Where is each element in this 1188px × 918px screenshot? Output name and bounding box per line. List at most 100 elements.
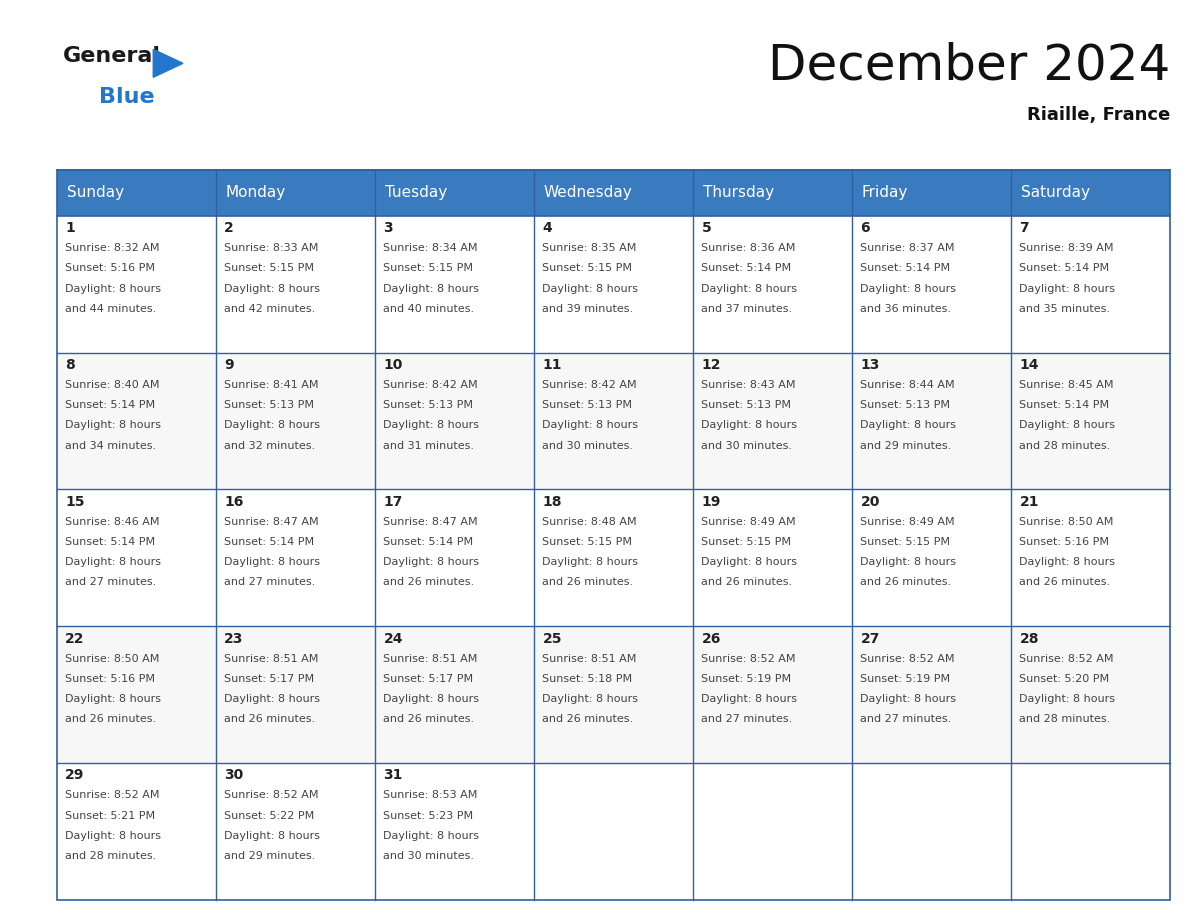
Text: and 37 minutes.: and 37 minutes. — [701, 304, 792, 314]
Text: Sunrise: 8:32 AM: Sunrise: 8:32 AM — [65, 243, 160, 253]
Text: Daylight: 8 hours: Daylight: 8 hours — [65, 831, 162, 841]
Text: 29: 29 — [65, 768, 84, 782]
Text: Sunset: 5:16 PM: Sunset: 5:16 PM — [65, 263, 156, 274]
Text: Sunrise: 8:46 AM: Sunrise: 8:46 AM — [65, 517, 160, 527]
Bar — [57, 763, 1170, 900]
Text: Daylight: 8 hours: Daylight: 8 hours — [543, 420, 638, 431]
Text: Sunset: 5:13 PM: Sunset: 5:13 PM — [225, 400, 315, 410]
Polygon shape — [153, 50, 183, 77]
Bar — [852, 170, 1011, 216]
Text: Sunset: 5:23 PM: Sunset: 5:23 PM — [384, 811, 474, 821]
Bar — [1011, 170, 1170, 216]
Text: Sunrise: 8:52 AM: Sunrise: 8:52 AM — [860, 654, 955, 664]
Text: Sunrise: 8:37 AM: Sunrise: 8:37 AM — [860, 243, 955, 253]
Text: Sunrise: 8:48 AM: Sunrise: 8:48 AM — [543, 517, 637, 527]
Text: Sunrise: 8:33 AM: Sunrise: 8:33 AM — [225, 243, 318, 253]
Text: and 27 minutes.: and 27 minutes. — [860, 714, 952, 724]
Text: and 44 minutes.: and 44 minutes. — [65, 304, 157, 314]
Text: 31: 31 — [384, 768, 403, 782]
Text: Saturday: Saturday — [1020, 185, 1089, 200]
Text: Daylight: 8 hours: Daylight: 8 hours — [65, 284, 162, 294]
Text: 15: 15 — [65, 495, 84, 509]
Text: 8: 8 — [65, 358, 75, 372]
Text: Daylight: 8 hours: Daylight: 8 hours — [225, 694, 321, 704]
Text: Daylight: 8 hours: Daylight: 8 hours — [701, 284, 797, 294]
Text: Sunrise: 8:52 AM: Sunrise: 8:52 AM — [1019, 654, 1114, 664]
Text: 11: 11 — [543, 358, 562, 372]
Bar — [535, 170, 693, 216]
Text: Sunrise: 8:50 AM: Sunrise: 8:50 AM — [1019, 517, 1114, 527]
Text: Sunset: 5:13 PM: Sunset: 5:13 PM — [701, 400, 791, 410]
Text: Sunset: 5:13 PM: Sunset: 5:13 PM — [543, 400, 632, 410]
Text: Sunset: 5:15 PM: Sunset: 5:15 PM — [860, 537, 950, 547]
Text: Daylight: 8 hours: Daylight: 8 hours — [225, 831, 321, 841]
Bar — [57, 170, 216, 216]
Text: Daylight: 8 hours: Daylight: 8 hours — [1019, 284, 1116, 294]
Text: and 27 minutes.: and 27 minutes. — [701, 714, 792, 724]
Text: Sunset: 5:19 PM: Sunset: 5:19 PM — [701, 674, 791, 684]
Bar — [57, 626, 1170, 763]
Text: Riaille, France: Riaille, France — [1026, 106, 1170, 124]
Bar — [57, 170, 1170, 900]
Text: Daylight: 8 hours: Daylight: 8 hours — [65, 694, 162, 704]
Text: Sunset: 5:14 PM: Sunset: 5:14 PM — [225, 537, 315, 547]
Text: and 40 minutes.: and 40 minutes. — [384, 304, 474, 314]
Text: 28: 28 — [1019, 632, 1040, 645]
Text: 7: 7 — [1019, 221, 1029, 235]
Text: Sunrise: 8:49 AM: Sunrise: 8:49 AM — [701, 517, 796, 527]
Text: Sunset: 5:15 PM: Sunset: 5:15 PM — [543, 263, 632, 274]
Text: 30: 30 — [225, 768, 244, 782]
Text: Sunset: 5:22 PM: Sunset: 5:22 PM — [225, 811, 315, 821]
Text: 22: 22 — [65, 632, 84, 645]
Text: Sunrise: 8:47 AM: Sunrise: 8:47 AM — [225, 517, 320, 527]
Text: Sunset: 5:14 PM: Sunset: 5:14 PM — [1019, 400, 1110, 410]
Text: Sunset: 5:14 PM: Sunset: 5:14 PM — [860, 263, 950, 274]
Text: 1: 1 — [65, 221, 75, 235]
Text: Sunset: 5:14 PM: Sunset: 5:14 PM — [65, 537, 156, 547]
Text: 4: 4 — [543, 221, 552, 235]
Text: Sunrise: 8:44 AM: Sunrise: 8:44 AM — [860, 380, 955, 390]
Bar — [375, 170, 535, 216]
Text: and 30 minutes.: and 30 minutes. — [543, 441, 633, 451]
Text: 5: 5 — [701, 221, 712, 235]
Text: Sunset: 5:14 PM: Sunset: 5:14 PM — [701, 263, 791, 274]
Text: Daylight: 8 hours: Daylight: 8 hours — [1019, 557, 1116, 567]
Text: and 39 minutes.: and 39 minutes. — [543, 304, 633, 314]
Text: Sunset: 5:15 PM: Sunset: 5:15 PM — [701, 537, 791, 547]
Text: and 26 minutes.: and 26 minutes. — [860, 577, 952, 588]
Text: Sunset: 5:18 PM: Sunset: 5:18 PM — [543, 674, 632, 684]
Text: Daylight: 8 hours: Daylight: 8 hours — [225, 420, 321, 431]
Text: Sunset: 5:14 PM: Sunset: 5:14 PM — [1019, 263, 1110, 274]
Text: Daylight: 8 hours: Daylight: 8 hours — [65, 420, 162, 431]
Text: Sunrise: 8:34 AM: Sunrise: 8:34 AM — [384, 243, 478, 253]
Text: Sunset: 5:13 PM: Sunset: 5:13 PM — [384, 400, 473, 410]
Text: and 27 minutes.: and 27 minutes. — [225, 577, 316, 588]
Text: Daylight: 8 hours: Daylight: 8 hours — [384, 694, 480, 704]
Text: and 26 minutes.: and 26 minutes. — [65, 714, 157, 724]
Text: Daylight: 8 hours: Daylight: 8 hours — [384, 284, 480, 294]
Text: Daylight: 8 hours: Daylight: 8 hours — [543, 557, 638, 567]
Text: Sunset: 5:15 PM: Sunset: 5:15 PM — [384, 263, 473, 274]
Text: Sunrise: 8:41 AM: Sunrise: 8:41 AM — [225, 380, 318, 390]
Text: 13: 13 — [860, 358, 880, 372]
Text: Daylight: 8 hours: Daylight: 8 hours — [225, 284, 321, 294]
Text: 9: 9 — [225, 358, 234, 372]
Text: Daylight: 8 hours: Daylight: 8 hours — [701, 420, 797, 431]
Text: General: General — [63, 46, 160, 66]
Text: 25: 25 — [543, 632, 562, 645]
Text: Sunrise: 8:51 AM: Sunrise: 8:51 AM — [543, 654, 637, 664]
Text: Sunrise: 8:49 AM: Sunrise: 8:49 AM — [860, 517, 955, 527]
Text: and 26 minutes.: and 26 minutes. — [701, 577, 792, 588]
Text: and 26 minutes.: and 26 minutes. — [384, 577, 474, 588]
Text: Tuesday: Tuesday — [385, 185, 447, 200]
Text: and 27 minutes.: and 27 minutes. — [65, 577, 157, 588]
Text: Sunrise: 8:45 AM: Sunrise: 8:45 AM — [1019, 380, 1114, 390]
Text: Daylight: 8 hours: Daylight: 8 hours — [384, 831, 480, 841]
Text: Wednesday: Wednesday — [544, 185, 632, 200]
Text: and 34 minutes.: and 34 minutes. — [65, 441, 157, 451]
Text: and 26 minutes.: and 26 minutes. — [384, 714, 474, 724]
Text: Sunset: 5:14 PM: Sunset: 5:14 PM — [384, 537, 474, 547]
Text: and 29 minutes.: and 29 minutes. — [225, 851, 316, 861]
Text: Daylight: 8 hours: Daylight: 8 hours — [860, 420, 956, 431]
Text: and 30 minutes.: and 30 minutes. — [384, 851, 474, 861]
